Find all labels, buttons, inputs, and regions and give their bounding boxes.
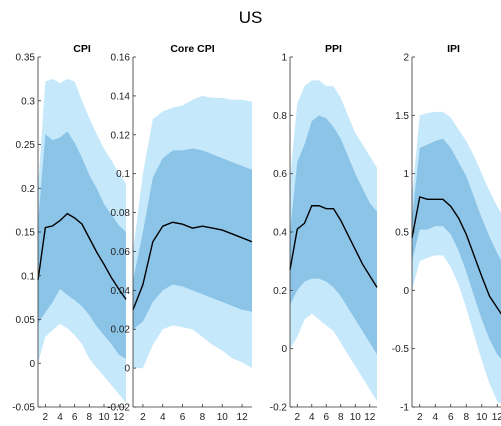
y-tick-label: 0.5 [395,228,409,239]
y-tick-label: 1 [281,53,287,64]
y-tick-label: 0 [403,286,409,297]
y-tick-label: -1 [400,403,409,414]
y-tick-label: 0.16 [111,53,131,64]
y-tick-label: -0.05 [12,403,35,414]
inner-confidence-band [38,131,126,359]
x-tick-label: 4 [57,412,63,423]
y-tick-label: 0.4 [273,228,287,239]
x-tick-label: 6 [323,412,329,423]
figure-title: US [238,8,263,27]
y-tick-label: 0.02 [111,325,131,336]
x-tick-label: 4 [309,412,315,423]
y-tick-label: 0.35 [16,53,36,64]
y-tick-label: -0.5 [392,344,410,355]
y-tick-label: 0.1 [21,271,35,282]
y-tick-label: 0.04 [111,286,131,297]
y-tick-label: 0.2 [21,184,35,195]
y-tick-label: 0 [124,364,130,375]
x-tick-label: 12 [113,412,125,423]
y-tick-label: 0 [281,344,287,355]
panel-title: CPI [73,43,91,55]
median-response-line [289,205,378,288]
y-tick-label: -0.2 [270,403,288,414]
x-tick-label: 4 [160,412,166,423]
x-tick-label: 2 [417,412,423,423]
y-tick-label: 1 [403,169,409,180]
panel-2: -0.02 0 0.02 0.04 0.06 0.08 0.1 0.12 0.14 0.16 2 4 6… [107,43,253,423]
x-tick-label: 6 [180,412,186,423]
y-tick-label: 2 [403,53,409,64]
y-tick-label: 0.25 [16,140,36,151]
x-tick-label: 8 [338,412,344,423]
y-tick-label: 0.06 [111,247,131,258]
x-tick-label: 12 [237,412,249,423]
x-tick-label: 8 [463,412,469,423]
x-tick-label: 6 [72,412,78,423]
panel-title: Core CPI [170,43,214,55]
inner-confidence-band [412,138,501,359]
median-response-line [132,221,253,311]
x-tick-label: 10 [98,412,110,423]
inner-confidence-band [290,115,377,355]
x-tick-label: 6 [448,412,454,423]
median-response-line [411,196,501,315]
x-tick-label: 8 [87,412,93,423]
x-tick-label: 10 [217,412,229,423]
x-tick-label: 2 [140,412,146,423]
y-tick-label: 0.2 [273,286,287,297]
y-tick-label: 0.14 [111,91,131,102]
x-tick-label: 12 [492,412,501,423]
x-tick-label: 12 [364,412,376,423]
y-tick-label: 0.3 [21,96,35,107]
x-tick-label: 2 [294,412,300,423]
inner-confidence-band [133,148,252,330]
y-tick-label: 0.05 [16,315,36,326]
y-tick-label: 0.8 [273,111,287,122]
y-tick-label: 0 [29,359,35,370]
y-tick-label: 1.5 [395,111,409,122]
panel-1: -0.05 0 0.05 0.1 0.15 0.2 0.25 0.3 0.35 2 4 6 8 10 12 C… [12,43,127,423]
y-tick-label: 0.1 [116,169,130,180]
y-tick-label: 0.12 [111,130,131,141]
y-tick-label: 0.08 [111,208,131,219]
x-tick-label: 8 [200,412,206,423]
median-response-line [37,212,127,300]
y-tick-label: 0.6 [273,169,287,180]
x-tick-label: 10 [476,412,488,423]
y-tick-label: 0.15 [16,228,36,239]
panel-title: PPI [325,43,342,55]
x-tick-label: 10 [350,412,362,423]
x-tick-label: 2 [43,412,49,423]
panel-title: IPI [447,43,460,55]
x-tick-label: 4 [432,412,438,423]
y-tick-label: -0.02 [107,403,130,414]
